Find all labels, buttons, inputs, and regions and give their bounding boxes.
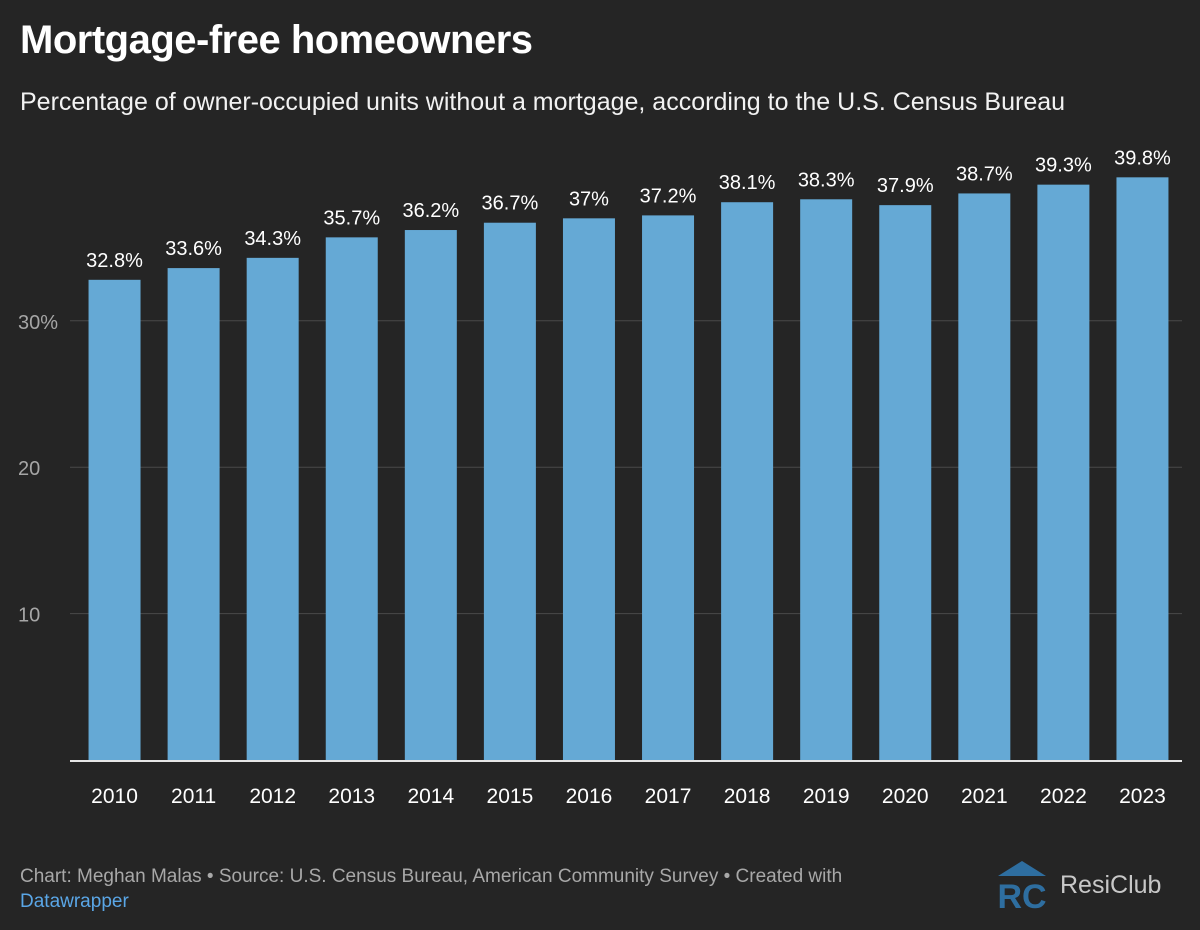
bar-2023 [1116,177,1169,760]
x-tick-label-2012: 2012 [249,785,296,808]
bar-2010 [88,279,141,760]
data-label-2013: 35.7% [323,207,380,229]
data-label-2015: 36.7% [482,193,539,215]
data-label-2022: 39.3% [1035,155,1092,177]
bar-2013 [325,237,378,761]
bar-2020 [879,205,932,761]
data-label-2020: 37.9% [877,175,934,197]
data-label-2019: 38.3% [798,169,855,191]
data-labels: 32.8% 33.6% 34.3% 35.7% 36.2% 36.7% 37% 37.2% 38… [86,147,1171,271]
y-tick-label: 30% [18,312,58,334]
bar-2011 [167,268,220,760]
x-tick-label-2015: 2015 [487,785,534,808]
data-label-2021: 38.7% [956,163,1013,185]
chart-title: Mortgage-free homeowners [20,18,533,62]
x-tick-label-2017: 2017 [645,785,692,808]
bar-2016 [562,218,615,760]
data-label-2012: 34.3% [244,228,301,250]
brand: RC ResiClub [994,858,1161,912]
x-tick-label-2014: 2014 [407,785,454,808]
x-tick-label-2010: 2010 [91,785,138,808]
resiclub-logo-icon: RC [997,861,1047,912]
x-tick-label-2011: 2011 [171,785,216,808]
x-tick-label-2013: 2013 [328,785,375,808]
brand-name: ResiClub [1060,870,1162,899]
chart-subtitle: Percentage of owner-occupied units witho… [20,88,1066,116]
bar-2019 [800,199,853,761]
bar-2022 [1037,184,1090,760]
bar-2017 [642,215,695,761]
footer-credit: Chart: Meghan Malas • Source: U.S. Censu… [20,866,843,887]
data-label-2014: 36.2% [402,200,459,222]
x-tick-label-2022: 2022 [1040,785,1087,808]
bar-2014 [404,230,457,761]
data-label-2010: 32.8% [86,250,143,272]
datawrapper-link[interactable]: Datawrapper [20,891,129,912]
data-label-2017: 37.2% [640,185,697,207]
y-tick-label: 10 [18,605,40,627]
x-tick-label-2016: 2016 [566,785,613,808]
x-tick-label-2019: 2019 [803,785,850,808]
svg-text:RC: RC [997,878,1046,912]
x-tick-label-2023: 2023 [1119,785,1166,808]
data-label-2018: 38.1% [719,172,776,194]
bar-2021 [958,193,1011,760]
data-label-2011: 33.6% [165,238,222,260]
x-tick-label-2020: 2020 [882,785,929,808]
y-tick-label: 20 [18,458,40,480]
bar-2018 [721,202,774,760]
x-tick-label-2021: 2021 [961,785,1008,808]
data-label-2023: 39.8% [1114,147,1171,169]
data-label-2016: 37% [569,188,609,210]
x-axis: 2010 2011 2012 2013 2014 2015 2016 2017 2018 2019… [70,760,1182,808]
bars [88,177,1169,761]
chart-footer: Chart: Meghan Malas • Source: U.S. Censu… [20,864,842,914]
x-tick-label-2018: 2018 [724,785,771,808]
bar-2012 [246,257,299,760]
bar-2015 [483,222,536,760]
